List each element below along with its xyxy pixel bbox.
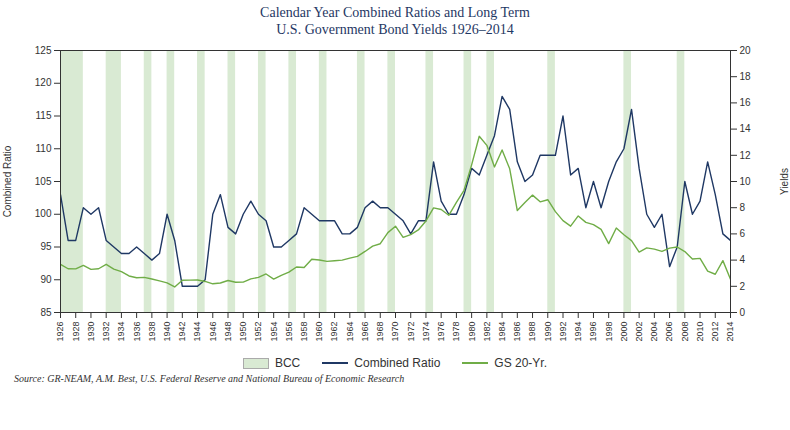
svg-text:1928: 1928: [71, 322, 81, 342]
html-text:Calendar Year Combined Ratios: Calendar Year Combined Ratios and Long T…: [260, 5, 530, 20]
html-text:BCC: BCC: [275, 356, 301, 370]
svg-text:1954: 1954: [269, 322, 279, 342]
svg-text:1936: 1936: [132, 322, 142, 342]
svg-text:2012: 2012: [710, 322, 720, 342]
svg-text:1972: 1972: [406, 322, 416, 342]
svg-text:2010: 2010: [695, 322, 705, 342]
svg-text:2008: 2008: [680, 322, 690, 342]
svg-text:1982: 1982: [482, 322, 492, 342]
svg-text:Yields: Yields: [779, 168, 790, 195]
svg-text:115: 115: [36, 110, 52, 121]
svg-text:2000: 2000: [619, 322, 629, 342]
svg-text:1958: 1958: [299, 322, 309, 342]
svg-text:125: 125: [35, 45, 52, 56]
svg-text:2004: 2004: [649, 322, 659, 342]
svg-text:1930: 1930: [86, 322, 96, 342]
svg-text:95: 95: [40, 241, 52, 252]
svg-text:90: 90: [40, 274, 52, 285]
svg-text:1968: 1968: [375, 322, 385, 342]
svg-text:2006: 2006: [664, 322, 674, 342]
svg-text:1966: 1966: [360, 322, 370, 342]
svg-text:12: 12: [740, 150, 752, 161]
svg-text:1996: 1996: [588, 322, 598, 342]
svg-text:1952: 1952: [253, 322, 263, 342]
svg-text:1960: 1960: [314, 322, 324, 342]
svg-text:16: 16: [740, 97, 752, 108]
svg-text:1946: 1946: [208, 322, 218, 342]
svg-text:6: 6: [740, 228, 746, 239]
svg-text:120: 120: [35, 77, 52, 88]
svg-text:1970: 1970: [390, 322, 400, 342]
svg-text:105: 105: [35, 176, 52, 187]
svg-text:1948: 1948: [223, 322, 233, 342]
svg-text:1994: 1994: [573, 322, 583, 342]
svg-text:1992: 1992: [558, 322, 568, 342]
svg-text:110: 110: [36, 143, 52, 154]
svg-text:1976: 1976: [436, 322, 446, 342]
svg-text:18: 18: [740, 71, 752, 82]
svg-text:1926: 1926: [55, 322, 65, 342]
html-text:GS 20-Yr.: GS 20-Yr.: [494, 356, 547, 370]
svg-text:1984: 1984: [497, 322, 507, 342]
svg-text:1986: 1986: [512, 322, 522, 342]
svg-text:0: 0: [740, 307, 746, 318]
html-text:Combined Ratio: Combined Ratio: [354, 356, 441, 370]
svg-text:1964: 1964: [345, 322, 355, 342]
svg-text:2014: 2014: [725, 322, 735, 342]
svg-text:1950: 1950: [238, 322, 248, 342]
svg-text:1940: 1940: [162, 322, 172, 342]
svg-text:2002: 2002: [634, 322, 644, 342]
svg-text:1998: 1998: [604, 322, 614, 342]
svg-text:1942: 1942: [177, 322, 187, 342]
svg-text:1988: 1988: [527, 322, 537, 342]
svg-text:1962: 1962: [329, 322, 339, 342]
svg-text:10: 10: [740, 176, 752, 187]
svg-text:20: 20: [740, 45, 752, 56]
svg-text:1974: 1974: [421, 322, 431, 342]
svg-text:1978: 1978: [451, 322, 461, 342]
svg-text:100: 100: [35, 208, 52, 219]
svg-text:1990: 1990: [543, 322, 553, 342]
svg-text:1980: 1980: [467, 322, 477, 342]
svg-text:14: 14: [740, 123, 752, 134]
svg-text:1938: 1938: [147, 322, 157, 342]
svg-text:Combined Ratio: Combined Ratio: [2, 145, 13, 217]
svg-text:1944: 1944: [192, 322, 202, 342]
svg-text:2: 2: [740, 281, 746, 292]
svg-text:85: 85: [40, 307, 52, 318]
svg-text:1956: 1956: [284, 322, 294, 342]
svg-text:1934: 1934: [116, 322, 126, 342]
html-text:Source: GR-NEAM, A.M. Best, U.: Source: GR-NEAM, A.M. Best, U.S. Federal…: [14, 373, 405, 384]
svg-text:4: 4: [740, 254, 746, 265]
html-text:U.S. Government Bond Yields 19: U.S. Government Bond Yields 1926–2014: [276, 22, 514, 37]
svg-text:8: 8: [740, 202, 746, 213]
svg-text:1932: 1932: [101, 322, 111, 342]
